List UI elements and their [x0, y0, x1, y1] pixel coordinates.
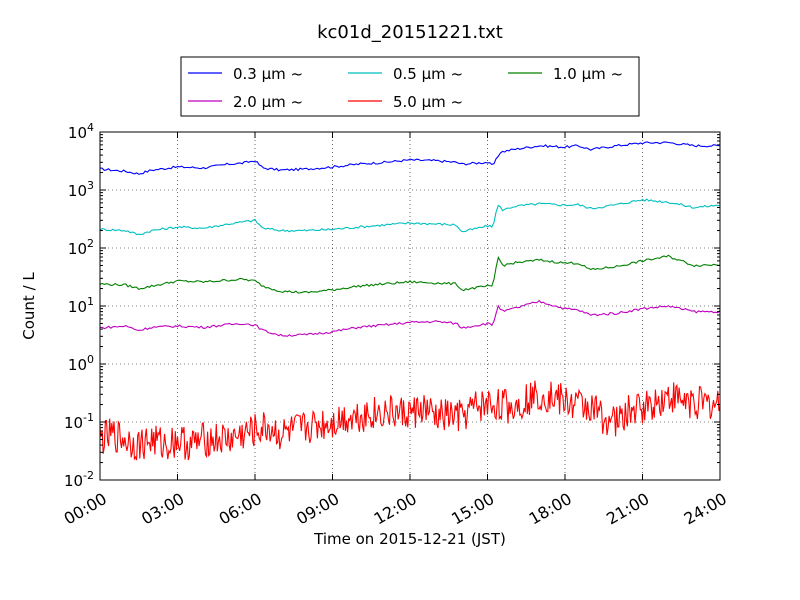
- y-tick-label: 102: [68, 237, 94, 258]
- y-tick-label: 100: [68, 353, 94, 374]
- y-tick-label: 10-1: [64, 411, 94, 432]
- x-tick-label: 09:00: [293, 489, 342, 529]
- legend-label-4: 5.0 μm ~: [393, 93, 463, 111]
- series-layer: [99, 141, 721, 461]
- series-line-2: [99, 254, 720, 294]
- series-line-1: [99, 198, 720, 236]
- y-tick-label: 104: [68, 121, 94, 142]
- x-tick-label: 12:00: [371, 489, 420, 529]
- x-axis-label: Time on 2015-12-21 (JST): [313, 530, 506, 548]
- x-tick-label: 24:00: [681, 489, 730, 529]
- x-tick-label: 15:00: [448, 489, 497, 529]
- series-line-0: [99, 141, 721, 175]
- legend-label-3: 2.0 μm ~: [233, 93, 303, 111]
- x-tick-label: 21:00: [603, 489, 652, 529]
- y-tick-label: 103: [68, 179, 94, 200]
- x-tick-label: 00:00: [61, 489, 110, 529]
- x-tick-label: 03:00: [138, 489, 187, 529]
- x-tick-label: 06:00: [216, 489, 265, 529]
- legend-box: [180, 56, 640, 117]
- legend-label-1: 0.5 μm ~: [393, 65, 463, 83]
- legend-label-0: 0.3 μm ~: [233, 65, 303, 83]
- series-line-3: [99, 299, 721, 337]
- chart-title: kc01d_20151221.txt: [317, 22, 503, 43]
- y-axis-label: Count / L: [20, 272, 38, 340]
- series-line-4: [99, 380, 721, 461]
- y-tick-label: 10-2: [64, 469, 94, 490]
- x-tick-label: 18:00: [526, 489, 575, 529]
- legend-label-2: 1.0 μm ~: [553, 65, 623, 83]
- legend: 0.3 μm ~ 0.5 μm ~ 1.0 μm ~ 2.0 μm ~ 5.0 μm ~: [188, 65, 623, 111]
- y-tick-label: 101: [68, 295, 94, 316]
